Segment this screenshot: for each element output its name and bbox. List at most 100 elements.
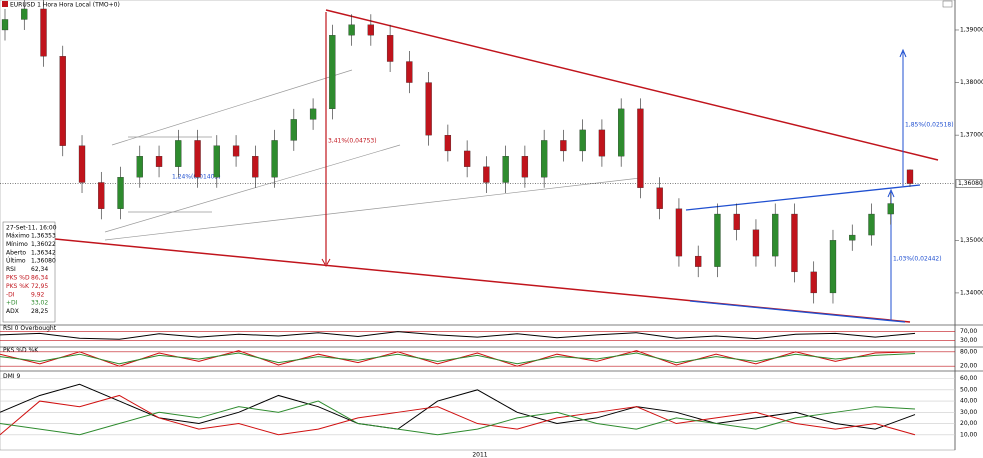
candle-body — [906, 169, 914, 184]
candle-body — [772, 213, 779, 257]
chart-title: EURUSD 1 Hora Hora Local (TMO+0) — [10, 2, 120, 9]
candle-body — [656, 187, 663, 209]
panel-title: PKS %D %K — [3, 347, 39, 354]
candle-body — [1, 19, 9, 31]
candle-body — [791, 213, 798, 273]
candle-body — [675, 208, 683, 257]
y-tick-label: 50,00 — [960, 386, 977, 393]
info-label: RSI — [6, 266, 16, 273]
candle-body — [78, 145, 86, 183]
candle-body — [463, 150, 471, 167]
window-button[interactable] — [942, 0, 953, 8]
candle-body — [829, 240, 837, 294]
annotation: 1,85%(0,02518) — [905, 122, 954, 129]
candle-body — [194, 140, 201, 178]
candle-body — [59, 56, 66, 146]
candle-body — [714, 213, 721, 267]
info-label: PKS %K — [6, 283, 30, 290]
info-label: Mínimo — [6, 241, 28, 248]
info-label: Último — [6, 258, 26, 265]
info-value: 1,36080 — [31, 258, 56, 265]
candle-body — [348, 24, 355, 36]
info-value: 33,02 — [31, 300, 48, 307]
candle-body — [695, 255, 702, 267]
resistance-line — [325, 9, 939, 161]
arrow-head — [321, 258, 331, 268]
candle-body — [136, 156, 143, 178]
candle-body — [540, 140, 548, 178]
candle-body — [521, 156, 529, 178]
y-tick-label: 70,00 — [960, 328, 977, 335]
annotation: 3,41%(0,04753) — [328, 138, 377, 145]
candle-body — [271, 140, 278, 178]
y-tick-label: 30,00 — [960, 337, 977, 344]
annotation: 1,03%(0,02442) — [893, 256, 942, 263]
info-value: 1,36353 — [31, 233, 56, 240]
info-value: 1,36342 — [31, 249, 56, 256]
info-value: 1,36022 — [31, 241, 56, 248]
arrow-head — [887, 188, 895, 198]
info-value: 9,92 — [31, 291, 45, 298]
candle-body — [637, 108, 644, 188]
candle-body — [579, 129, 586, 152]
candle-body — [309, 108, 317, 120]
y-tick-label: 20,00 — [960, 420, 977, 427]
info-label: ADX — [6, 308, 19, 315]
info-label: PKS %D — [6, 275, 30, 282]
channel-line — [111, 69, 353, 146]
candle-body — [290, 119, 297, 141]
y-tick-label: 1,35000 — [960, 237, 983, 244]
support-line — [104, 177, 641, 241]
indicator-line — [0, 352, 916, 365]
candle-body — [560, 140, 567, 152]
candle-body — [386, 35, 394, 62]
info-label: +DI — [6, 300, 18, 307]
candle-body — [252, 156, 259, 178]
indicator-line — [0, 383, 916, 430]
y-tick-label: 10,00 — [960, 431, 977, 438]
candle-body — [733, 213, 740, 230]
info-value: 86,34 — [31, 275, 48, 282]
info-label: -DI — [6, 291, 15, 298]
y-tick-label: 1,37000 — [960, 132, 983, 139]
last-price-label: 1,36080 — [958, 180, 983, 187]
channel-line — [689, 300, 906, 323]
candle-body — [155, 156, 163, 167]
trend-lines — [54, 9, 939, 323]
candle-body — [175, 140, 182, 167]
candle-body — [367, 24, 375, 36]
arrow-head — [899, 48, 907, 58]
y-tick-label: 40,00 — [960, 398, 977, 405]
candle-body — [98, 182, 105, 209]
candle-body — [598, 129, 606, 157]
candle-body — [406, 61, 413, 83]
candle-body — [329, 35, 336, 110]
channel-line — [104, 144, 401, 233]
y-tick-label: 60,00 — [960, 375, 977, 382]
info-value: 28,25 — [31, 308, 48, 315]
candle-body — [868, 213, 875, 236]
time-axis-label: 2011 — [472, 452, 487, 458]
panel-title: RSI 0 Overbought — [3, 325, 57, 332]
indicator-line — [0, 331, 916, 340]
panel-title: DMI 9 — [3, 373, 20, 380]
y-tick-label: 1,38000 — [960, 79, 983, 86]
candle-body — [483, 166, 490, 183]
info-box-frame — [2, 221, 56, 323]
info-label: Máximo — [6, 233, 30, 240]
candle-body — [502, 156, 509, 183]
candle-body — [618, 108, 625, 157]
y-tick-label: 80,00 — [960, 348, 977, 355]
channel-line — [685, 184, 921, 211]
candle-body — [40, 8, 47, 57]
y-tick-label: 30,00 — [960, 409, 977, 416]
y-tick-label: 20,00 — [960, 363, 977, 370]
y-tick-label: 1,39000 — [960, 26, 983, 33]
y-tick-label: 1,34000 — [960, 289, 983, 296]
symbol-icon — [2, 1, 8, 7]
candle-body — [752, 229, 760, 257]
info-label: Aberto — [6, 249, 26, 256]
